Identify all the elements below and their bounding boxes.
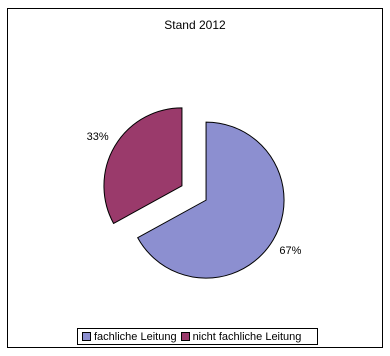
legend-swatch-fachliche-leitung (82, 332, 91, 341)
slice-label-nicht-fachliche-leitung: 33% (87, 131, 109, 143)
pie-slice-nicht-fachliche-leitung (103, 107, 183, 225)
slice-label-fachliche-leitung: 67% (279, 245, 301, 257)
chart-title: Stand 2012 (164, 18, 226, 32)
legend-label-nicht-fachliche-leitung: nicht fachliche Leitung (192, 330, 302, 343)
pie-slice-fachliche-leitung (137, 121, 285, 279)
legend-swatch-nicht-fachliche-leitung (180, 332, 190, 341)
chart-legend: fachliche Leitung nicht fachliche Leitun… (77, 328, 318, 345)
legend-item-fachliche-leitung: fachliche Leitung (82, 331, 177, 343)
legend-label-fachliche-leitung: fachliche Leitung (94, 330, 177, 343)
chart-frame (7, 8, 383, 348)
legend-item-nicht-fachliche-leitung: nicht fachliche Leitung (180, 330, 302, 343)
